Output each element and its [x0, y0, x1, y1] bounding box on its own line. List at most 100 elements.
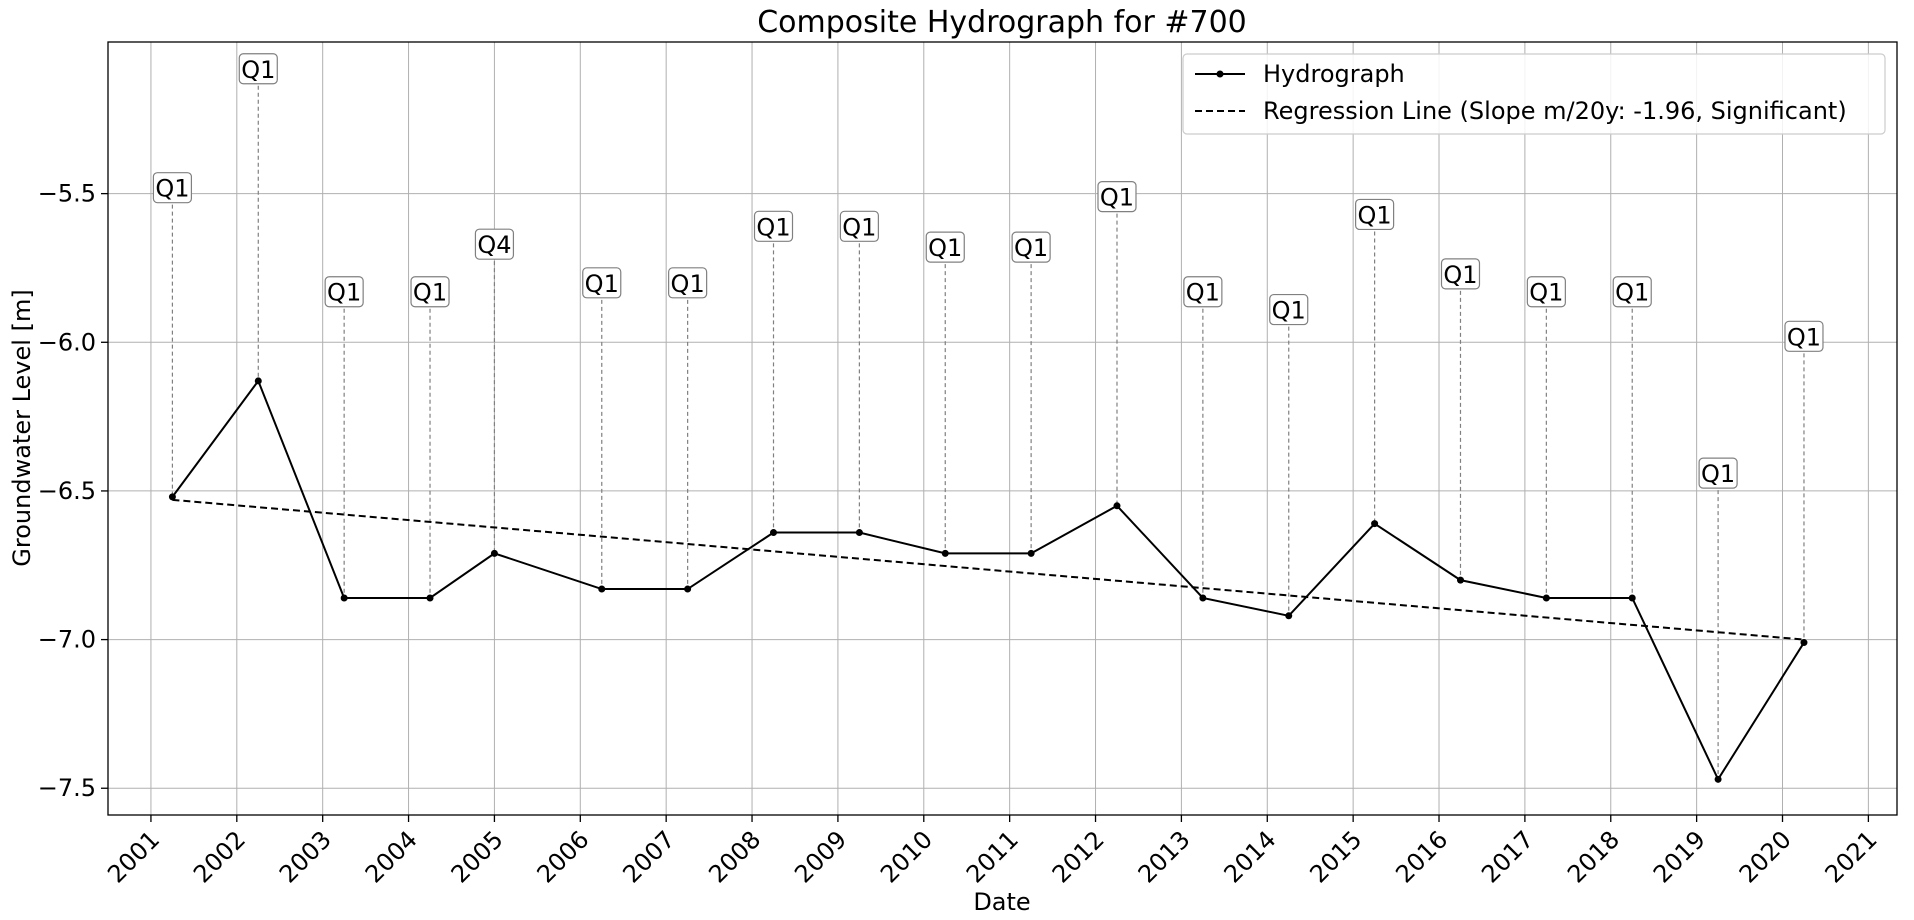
- hydrograph-series: [168, 377, 1808, 783]
- x-tick-label: 2001: [102, 825, 165, 888]
- hydrograph-point: [1027, 549, 1035, 557]
- legend-hydrograph-label: Hydrograph: [1263, 60, 1405, 88]
- annotation-label: Q1: [1615, 279, 1649, 307]
- hydrograph-line: [171, 378, 1805, 782]
- hydrograph-point: [254, 377, 262, 385]
- annotation-label: Q4: [477, 231, 511, 259]
- annotation-label: Q1: [155, 175, 189, 203]
- annotation-box: [1355, 198, 1395, 231]
- annotation-box: [925, 231, 965, 263]
- hydrograph-point: [1199, 594, 1207, 602]
- annotation-box: [1011, 231, 1051, 263]
- annotation-box: [1526, 276, 1566, 308]
- annotation-box: [1784, 320, 1824, 352]
- hydrograph-point: [1542, 594, 1550, 602]
- x-tick-label: 2002: [188, 825, 251, 888]
- y-tick-label: −7.5: [38, 774, 96, 802]
- hydrograph-point: [426, 594, 434, 602]
- annotation-box: [238, 53, 278, 85]
- annotation-box: [1440, 258, 1481, 290]
- x-tick-label: 2021: [1820, 825, 1883, 888]
- regression-series: [172, 498, 1805, 641]
- annotation-label: Q1: [1358, 201, 1392, 229]
- annotation-label: Q1: [1787, 323, 1821, 351]
- annotation-label: Q1: [842, 213, 876, 241]
- hydrograph-point: [941, 549, 949, 557]
- annotation-label: Q1: [1186, 279, 1220, 307]
- legend-box: [1182, 53, 1886, 135]
- annotation-label: Q1: [585, 270, 619, 298]
- x-tick-label: 2003: [274, 825, 337, 888]
- annotation-box: [1269, 293, 1309, 326]
- x-tick-label: 2004: [360, 825, 423, 888]
- annotation-label: Q1: [756, 213, 790, 241]
- annotation-box: [1698, 457, 1738, 489]
- annotation-box: [753, 210, 794, 242]
- hydrograph-point: [1628, 594, 1636, 602]
- hydrograph-point: [168, 493, 176, 501]
- annotation-box: [1097, 181, 1137, 213]
- annotation-label: Q1: [1100, 184, 1134, 212]
- hydrograph-point: [598, 585, 606, 593]
- chart-title: Composite Hydrograph for #700: [757, 5, 1247, 40]
- x-tick-label: 2020: [1734, 825, 1797, 888]
- x-tick-label: 2009: [789, 825, 852, 888]
- annotation-box: [1612, 276, 1652, 308]
- x-tick-label: 2005: [446, 825, 509, 888]
- hydrograph-point: [684, 585, 692, 593]
- annotation-box: [839, 210, 879, 242]
- hydrograph-point: [855, 529, 863, 537]
- annotation-label: Q1: [327, 279, 361, 307]
- x-tick-label: 2016: [1390, 825, 1453, 888]
- annotation-box: [324, 276, 364, 308]
- x-tick-label: 2010: [875, 825, 938, 888]
- annotation-leaders: [171, 85, 1805, 780]
- annotation-box: [1183, 276, 1223, 308]
- hydrograph-point: [1285, 612, 1293, 620]
- x-tick-label: 2015: [1304, 825, 1367, 888]
- annotation-label: Q1: [1272, 297, 1306, 325]
- hydrograph-point: [1800, 639, 1808, 647]
- x-tick-label: 2014: [1219, 825, 1282, 888]
- x-tick-label: 2006: [532, 825, 595, 888]
- x-tick-label: 2012: [1047, 825, 1110, 888]
- hydrograph-point: [1456, 576, 1464, 584]
- annotation-label: Q1: [1701, 460, 1735, 488]
- legend-hydrograph-marker: [1216, 70, 1224, 78]
- annotation-box: [582, 267, 622, 299]
- annotation-box: [474, 228, 515, 260]
- hydrograph-point: [490, 549, 498, 557]
- y-tick-label: −6.5: [38, 477, 96, 505]
- hydrograph-point: [770, 529, 778, 537]
- annotation-box: [152, 172, 193, 204]
- annotation-box: [410, 276, 450, 308]
- x-tick-label: 2007: [617, 825, 680, 888]
- y-axis-label: Groundwater Level [m]: [8, 289, 36, 566]
- annotation-labels: Q1 Q1 Q1 Q1 Q4 Q1 Q1 Q1 Q1 Q1 Q1 Q1 Q1 Q1 Q1 Q1 Q1 Q1 Q1 Q1: [152, 53, 1824, 489]
- regression-line: [172, 498, 1805, 641]
- annotation-label: Q1: [241, 56, 275, 84]
- plot-frame: [107, 41, 1898, 816]
- y-tick-label: −6.0: [38, 328, 96, 356]
- legend-regression-label: Regression Line (Slope m/20y: -1.96, Sig…: [1263, 97, 1847, 125]
- hydrograph-point: [1714, 775, 1722, 783]
- annotation-label: Q1: [1443, 261, 1477, 289]
- annotation-label: Q1: [928, 234, 962, 262]
- legend: Hydrograph Regression Line (Slope m/20y:…: [1182, 53, 1886, 135]
- annotation-label: Q1: [413, 279, 447, 307]
- hydrograph-point: [340, 594, 348, 602]
- x-tick-label: 2018: [1562, 825, 1625, 888]
- y-tick-label: −5.5: [38, 180, 96, 208]
- annotation-label: Q1: [671, 270, 705, 298]
- hydrograph-point: [1113, 502, 1121, 510]
- x-tick-label: 2019: [1648, 825, 1711, 888]
- annotation-box: [668, 267, 708, 299]
- grid: [108, 42, 1897, 815]
- x-tick-label: 2011: [961, 825, 1024, 888]
- hydrograph-point: [1371, 520, 1379, 528]
- annotation-label: Q1: [1529, 279, 1563, 307]
- y-axis: −7.5 −7.0 −6.5 −6.0 −5.5: [38, 180, 108, 802]
- x-axis: 2001 2002 2003 2004 2005 2006 2007 2008 2009 2010…: [102, 815, 1883, 888]
- x-tick-label: 2017: [1476, 825, 1539, 888]
